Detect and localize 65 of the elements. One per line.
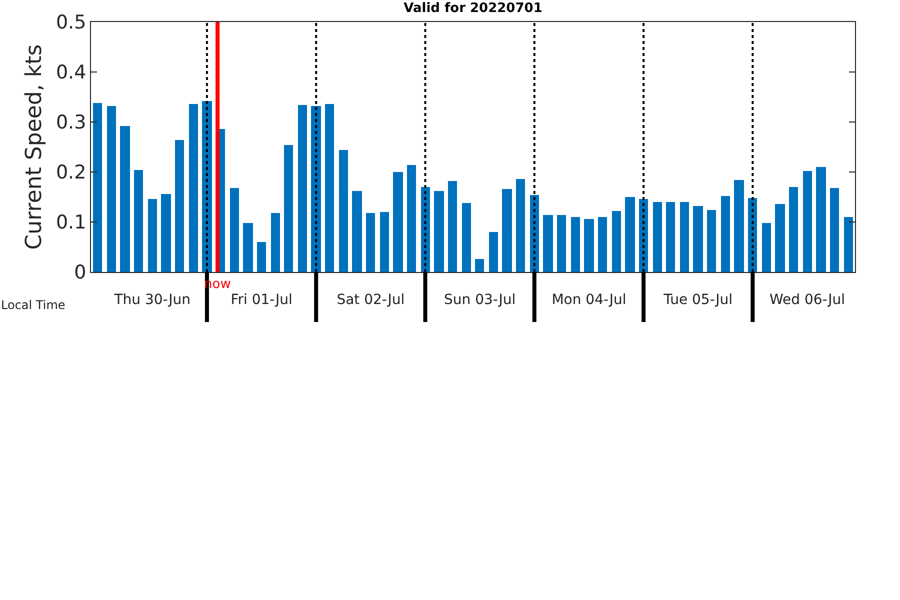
bar xyxy=(339,150,348,272)
bar xyxy=(257,242,266,272)
bar xyxy=(762,223,771,272)
bar xyxy=(625,197,635,272)
bar xyxy=(284,145,293,272)
bar xyxy=(653,202,662,272)
y-tick-label: 0.3 xyxy=(56,112,86,134)
bar xyxy=(816,167,826,272)
bar xyxy=(789,187,798,272)
bar xyxy=(134,170,143,272)
y-tick-label: 0.1 xyxy=(56,212,86,234)
bar xyxy=(543,215,553,272)
bar xyxy=(366,213,375,272)
x-tick-label: Mon 04-Jul xyxy=(552,292,626,308)
x-tick-label: Sun 03-Jul xyxy=(444,292,516,308)
bar xyxy=(462,203,471,272)
chart-title: Valid for 20220701 xyxy=(404,1,542,16)
bar xyxy=(148,199,157,272)
bar xyxy=(584,219,594,272)
bar xyxy=(844,217,853,272)
bar xyxy=(680,202,689,272)
bar xyxy=(393,172,403,272)
bar xyxy=(448,181,457,272)
bar xyxy=(693,206,703,272)
bar xyxy=(434,191,444,272)
x-tick-label: Thu 30-Jun xyxy=(113,292,191,308)
bar xyxy=(734,180,744,272)
bar xyxy=(230,188,239,272)
bar xyxy=(107,106,116,272)
y-tick-label: 0 xyxy=(74,262,86,284)
bar xyxy=(775,204,785,272)
bar xyxy=(803,171,812,272)
y-axis-title: Current Speed, kts xyxy=(22,44,47,250)
y-tick-label: 0.4 xyxy=(56,62,86,84)
bar xyxy=(120,126,130,272)
bar xyxy=(598,217,607,272)
y-tick-label: 0.5 xyxy=(56,12,86,34)
bar xyxy=(571,217,580,272)
bar xyxy=(612,211,621,272)
bar xyxy=(721,196,730,272)
bar xyxy=(707,210,716,272)
bar xyxy=(475,259,484,272)
x-tick-label: Tue 05-Jul xyxy=(662,292,733,308)
bar xyxy=(352,191,362,272)
x-tick-label: Wed 06-Jul xyxy=(769,292,846,308)
bar xyxy=(175,140,184,272)
bar xyxy=(189,104,198,272)
y-tick-label: 0.2 xyxy=(56,162,86,184)
bar xyxy=(298,105,307,272)
bar xyxy=(407,165,416,272)
bar xyxy=(325,104,334,272)
bar xyxy=(271,213,280,272)
x-tick-label: Fri 01-Jul xyxy=(230,292,292,308)
bar xyxy=(502,189,512,272)
bar xyxy=(489,232,498,272)
bar xyxy=(93,103,102,272)
bar xyxy=(243,223,253,272)
bar xyxy=(380,212,389,272)
x-axis-title: Local Time xyxy=(1,298,66,312)
bar xyxy=(516,179,525,272)
bar xyxy=(666,202,675,272)
bar xyxy=(830,188,839,272)
bar xyxy=(557,215,566,272)
x-tick-label: Sat 02-Jul xyxy=(336,292,405,308)
bar xyxy=(161,194,171,272)
